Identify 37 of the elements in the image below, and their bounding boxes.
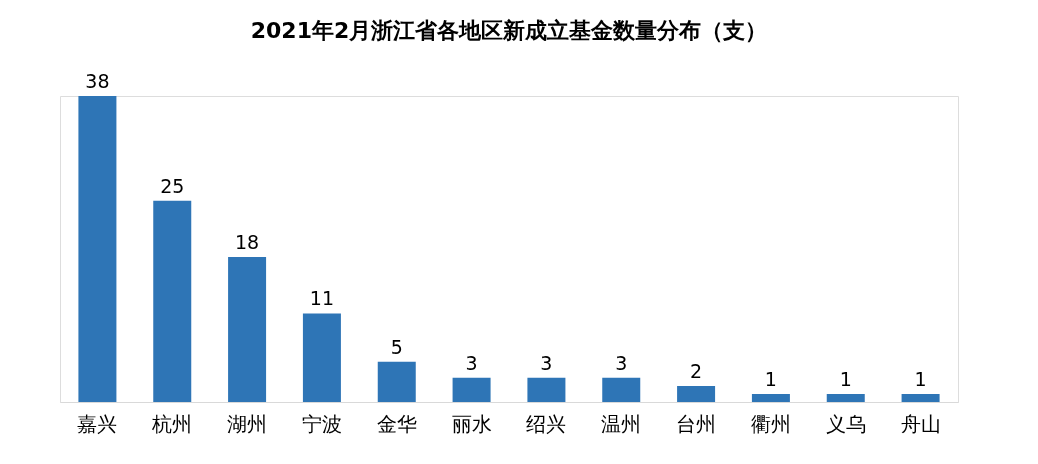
bar [826, 393, 865, 402]
data-label: 25 [160, 174, 185, 197]
data-label: 18 [234, 231, 260, 254]
bar [302, 313, 341, 402]
chart-title: 2021年2月浙江省各地区新成立基金数量分布（支） [250, 18, 768, 43]
x-tick-label: 宁波 [301, 411, 342, 436]
bar [78, 96, 117, 402]
data-label: 3 [615, 351, 628, 374]
data-label: 1 [764, 367, 777, 390]
bar [527, 377, 566, 402]
x-tick-label: 台州 [676, 411, 717, 436]
bar [452, 377, 491, 402]
x-tick-label: 杭州 [151, 411, 193, 436]
bar [228, 257, 267, 402]
x-tick-label: 义乌 [825, 411, 866, 436]
x-tick-label: 温州 [601, 411, 642, 436]
data-label: 11 [309, 287, 335, 310]
bar [901, 393, 940, 402]
data-label: 5 [390, 335, 403, 358]
data-label: 3 [540, 351, 553, 374]
x-tick-label: 绍兴 [526, 411, 567, 436]
bar [153, 200, 192, 402]
data-label: 3 [465, 351, 478, 374]
x-tick-label: 湖州 [227, 411, 268, 436]
bar [751, 393, 790, 402]
x-tick-label: 舟山 [900, 411, 941, 436]
x-tick-label: 丽水 [451, 411, 492, 436]
x-tick-label: 衢州 [750, 411, 791, 436]
x-tick-label: 金华 [376, 411, 417, 436]
bar [377, 361, 416, 402]
data-label: 2 [690, 359, 703, 382]
data-label: 38 [85, 70, 110, 92]
data-label: 1 [839, 367, 852, 390]
bar [677, 385, 716, 402]
bar [602, 377, 641, 402]
x-tick-label: 嘉兴 [77, 411, 118, 436]
data-label: 1 [914, 367, 927, 390]
